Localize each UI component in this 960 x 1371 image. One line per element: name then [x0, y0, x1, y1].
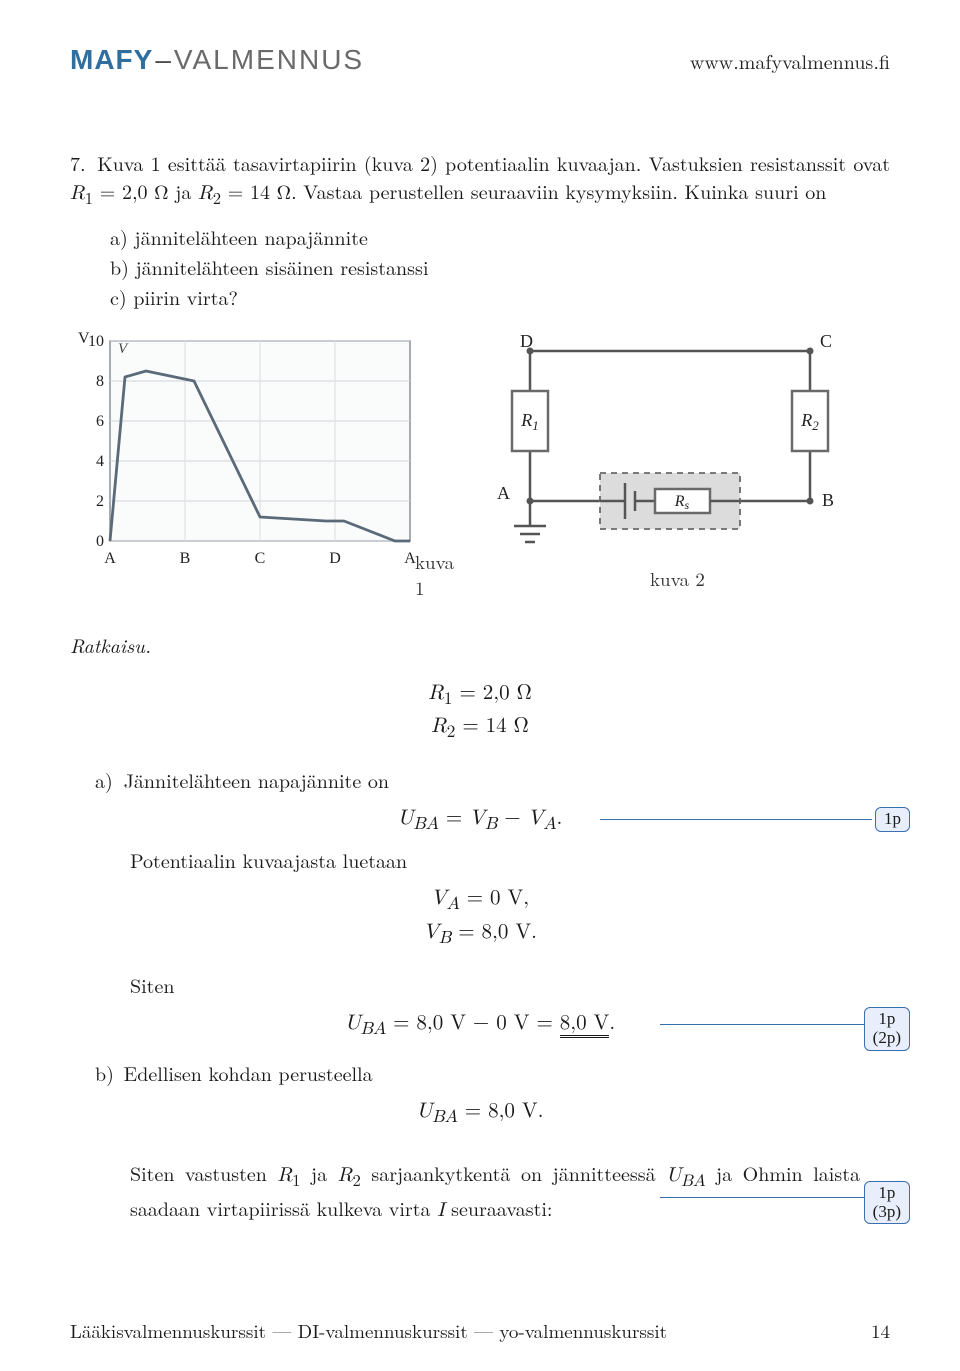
svg-text:B: B — [180, 550, 191, 567]
svg-text:10: 10 — [88, 333, 104, 350]
svg-text:D: D — [520, 331, 533, 351]
svg-text:A: A — [497, 483, 510, 503]
score-badge-1: 1p — [875, 807, 910, 832]
eq-uba-num-line: UBA = 8,0 V − 0 V = 8,0 V. 1p (2p) — [70, 1009, 890, 1051]
svg-text:D: D — [329, 550, 341, 567]
svg-text:A: A — [104, 550, 116, 567]
potential-graph: 0 2 4 6 8 10 A B C D A V V — [70, 331, 430, 581]
figures-row: 0 2 4 6 8 10 A B C D A V V — [70, 331, 890, 601]
eq-uba-def-line: UBA = VB − VA. 1p — [70, 804, 890, 838]
footer-page-number: 14 — [871, 1318, 890, 1345]
svg-text:8: 8 — [96, 373, 104, 390]
score-badge-2: 1p (2p) — [864, 1007, 910, 1050]
svg-text:B: B — [822, 490, 834, 510]
logo-dash: – — [155, 44, 172, 75]
given-r2: R2 = 14 Ω — [70, 712, 890, 746]
page-container: MAFY–VALMENNUS www.mafyvalmennus.fi 7. K… — [0, 0, 960, 1371]
figure-2: R1 R2 — [470, 331, 870, 601]
page-footer: Lääkisvalmennuskurssit — DI-valmennuskur… — [70, 1318, 890, 1345]
score-2-bot: (2p) — [873, 1028, 901, 1047]
problem-item-c: c) piirin virta? — [110, 283, 890, 311]
svg-text:4: 4 — [96, 453, 104, 470]
figure-1-caption: kuva 1 — [415, 549, 454, 602]
circuit-diagram: R1 R2 — [470, 331, 870, 581]
footer-text: Lääkisvalmennuskurssit — DI-valmennuskur… — [70, 1318, 667, 1345]
problem: 7. Kuva 1 esittää tasavirtapiirin (kuva … — [70, 149, 890, 310]
eq-uba-repeat: UBA = 8,0 V. — [70, 1097, 890, 1131]
figure-1: 0 2 4 6 8 10 A B C D A V V — [70, 331, 430, 601]
logo: MAFY–VALMENNUS — [70, 40, 364, 79]
score-2-top: 1p — [878, 1009, 895, 1028]
score-3-top: 1p — [878, 1183, 895, 1202]
eq-uba-num: UBA = 8,0 V − 0 V = 8,0 V. — [70, 1009, 890, 1043]
logo-mafy: MAFY — [70, 44, 153, 75]
solution-b-paragraph: Siten vastusten R1 ja R2 sarjaankytkentä… — [130, 1159, 860, 1224]
given-r1: R1 = 2,0 Ω — [70, 679, 890, 713]
figure-2-caption: kuva 2 — [650, 566, 705, 593]
header-url: www.mafyvalmennus.fi — [690, 47, 890, 75]
siten: Siten — [130, 971, 890, 999]
svg-text:C: C — [255, 550, 266, 567]
svg-text:C: C — [820, 331, 832, 351]
svg-text:6: 6 — [96, 413, 104, 430]
problem-number: 7. — [70, 149, 90, 177]
solution-a-intro: Jännitelähteen napajännite on — [124, 765, 389, 794]
solution-heading: Ratkaisu. — [70, 631, 890, 659]
svg-text:V: V — [78, 331, 90, 347]
solution-item-b: b) Edellisen kohdan perusteella — [95, 1059, 890, 1087]
page-header: MAFY–VALMENNUS www.mafyvalmennus.fi — [70, 40, 890, 79]
problem-sublist: a) jännitelähteen napajännite b) jännite… — [110, 223, 890, 311]
eq-va: VA = 0 V, — [70, 884, 890, 918]
problem-item-a: a) jännitelähteen napajännite — [110, 223, 890, 251]
eq-uba-def: UBA = VB − VA. — [70, 804, 890, 838]
problem-item-b: b) jännitelähteen sisäinen resistanssi — [110, 253, 890, 281]
problem-text: 7. Kuva 1 esittää tasavirtapiirin (kuva … — [70, 149, 890, 212]
logo-valmennus: VALMENNUS — [174, 44, 364, 75]
eq-vb: VB = 8,0 V. — [70, 918, 890, 952]
svg-text:0: 0 — [96, 533, 104, 550]
given-values: R1 = 2,0 Ω R2 = 14 Ω — [70, 679, 890, 746]
potential-read: Potentiaalin kuvaajasta luetaan — [130, 846, 890, 874]
eq-va-vb: VA = 0 V, VB = 8,0 V. — [70, 884, 890, 951]
solution-b-intro: Edellisen kohdan perusteella — [124, 1058, 373, 1087]
solution-item-a: a) Jännitelähteen napajännite on — [95, 766, 890, 794]
solution-b-paragraph-line: Siten vastusten R1 ja R2 sarjaankytkentä… — [70, 1151, 890, 1238]
score-3-bot: (3p) — [873, 1202, 901, 1221]
score-badge-3: 1p (3p) — [864, 1181, 910, 1224]
svg-text:2: 2 — [96, 493, 104, 510]
